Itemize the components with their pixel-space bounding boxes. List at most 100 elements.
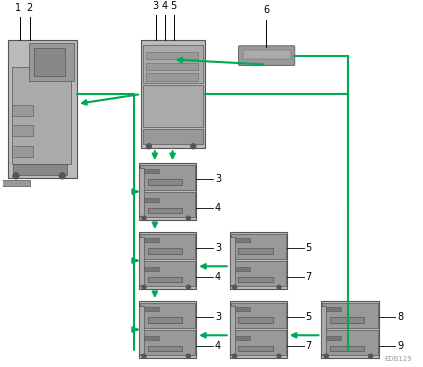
Bar <box>148 248 182 254</box>
Text: 9: 9 <box>397 341 404 350</box>
Bar <box>330 317 364 323</box>
Text: 8: 8 <box>397 312 404 322</box>
Bar <box>322 303 378 328</box>
Bar <box>142 267 159 271</box>
Circle shape <box>142 216 146 220</box>
Bar <box>139 306 144 353</box>
Bar <box>139 301 196 358</box>
Text: 5: 5 <box>305 243 312 253</box>
Text: 7: 7 <box>305 341 312 350</box>
Bar <box>238 346 272 351</box>
Bar <box>12 146 33 157</box>
Text: 4: 4 <box>215 203 221 212</box>
Bar <box>148 317 182 323</box>
Bar <box>143 45 203 83</box>
Bar <box>142 307 159 311</box>
Bar <box>230 306 235 353</box>
Bar <box>321 306 326 353</box>
Bar <box>324 336 341 340</box>
Bar <box>233 238 250 242</box>
FancyBboxPatch shape <box>239 46 295 65</box>
Bar <box>322 330 378 355</box>
Circle shape <box>146 144 151 149</box>
Bar <box>321 301 379 358</box>
Bar <box>139 168 144 215</box>
Bar <box>0 180 30 186</box>
Bar <box>140 330 195 355</box>
Circle shape <box>191 144 196 149</box>
Bar <box>146 52 198 59</box>
Text: 1: 1 <box>15 3 21 13</box>
Text: 5: 5 <box>305 312 312 322</box>
Bar <box>238 277 272 282</box>
Bar <box>139 237 144 284</box>
Bar <box>148 208 182 213</box>
Circle shape <box>142 285 146 289</box>
Bar <box>143 86 203 127</box>
Circle shape <box>324 354 328 358</box>
Text: 3: 3 <box>215 174 221 184</box>
Bar <box>231 303 286 328</box>
Bar <box>330 346 364 351</box>
Circle shape <box>233 354 236 358</box>
Bar <box>34 48 65 76</box>
Bar <box>143 129 203 144</box>
Text: 6: 6 <box>263 5 269 15</box>
Bar <box>231 330 286 355</box>
Circle shape <box>187 216 190 220</box>
Bar <box>140 234 195 259</box>
Bar <box>231 234 286 259</box>
Bar <box>233 336 250 340</box>
Bar <box>139 163 196 220</box>
Circle shape <box>59 173 65 179</box>
Bar <box>146 63 198 70</box>
Bar <box>242 50 291 59</box>
Text: 4: 4 <box>162 1 168 11</box>
Bar <box>139 232 196 289</box>
Bar <box>140 303 195 328</box>
Circle shape <box>187 285 190 289</box>
Text: 3: 3 <box>153 1 159 11</box>
Text: 4: 4 <box>215 272 221 281</box>
Bar <box>146 73 198 81</box>
Bar <box>238 248 272 254</box>
Bar <box>140 192 195 217</box>
Bar <box>233 267 250 271</box>
Bar <box>140 261 195 286</box>
Bar <box>233 307 250 311</box>
Bar <box>142 169 159 173</box>
Bar <box>148 277 182 282</box>
Bar <box>230 232 287 289</box>
Bar <box>230 301 287 358</box>
Circle shape <box>369 354 373 358</box>
Text: 3: 3 <box>215 243 221 253</box>
Text: EDB129: EDB129 <box>384 356 412 362</box>
Text: 5: 5 <box>170 1 177 11</box>
Bar <box>142 238 159 242</box>
Text: 4: 4 <box>215 341 221 350</box>
Bar <box>142 198 159 202</box>
Bar <box>12 105 33 116</box>
Bar <box>12 126 33 137</box>
Bar <box>12 68 71 164</box>
Bar <box>231 261 286 286</box>
Bar <box>148 179 182 185</box>
Circle shape <box>277 285 281 289</box>
Bar <box>324 307 341 311</box>
Bar <box>140 165 195 190</box>
Circle shape <box>187 354 190 358</box>
Circle shape <box>142 354 146 358</box>
Circle shape <box>277 354 281 358</box>
Text: 7: 7 <box>305 272 312 281</box>
Bar <box>238 317 272 323</box>
Bar <box>29 43 74 81</box>
Bar <box>141 40 205 148</box>
Bar <box>230 237 235 284</box>
Bar <box>148 346 182 351</box>
Circle shape <box>233 285 236 289</box>
Circle shape <box>13 173 19 179</box>
Bar <box>8 40 77 178</box>
Text: 2: 2 <box>27 3 33 13</box>
Bar <box>142 336 159 340</box>
Text: 3: 3 <box>215 312 221 322</box>
